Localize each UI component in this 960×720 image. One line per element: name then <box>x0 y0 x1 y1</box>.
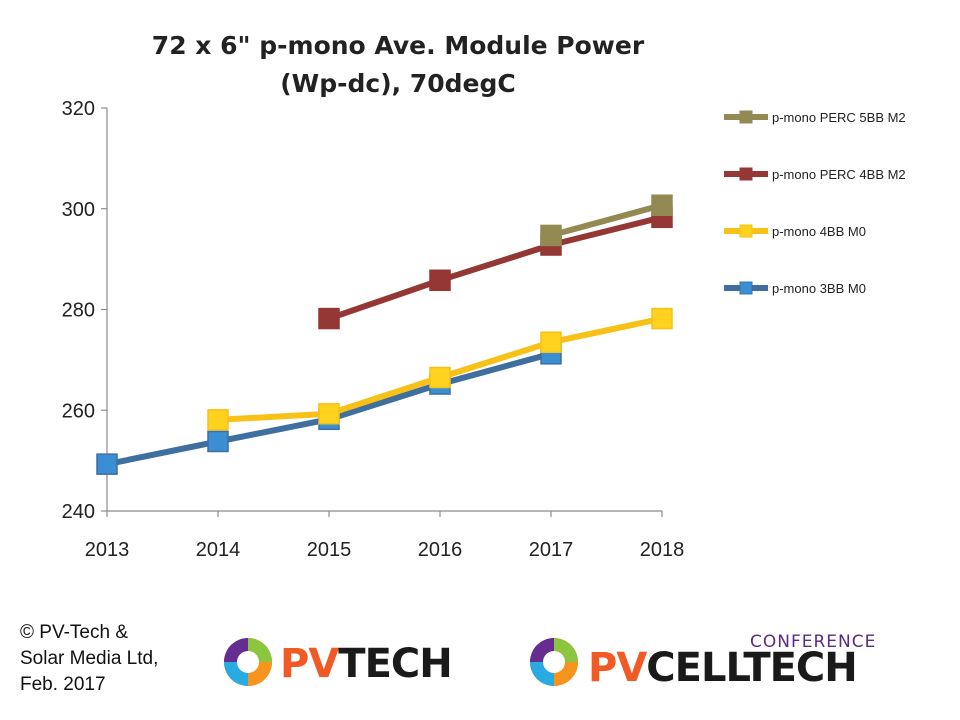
pvcelltech-logo-part1: PV <box>588 645 647 691</box>
x-tick-label: 2013 <box>85 539 130 561</box>
pvtech-logo-part2: TECH <box>338 641 452 687</box>
pvtech-logo-part1: PV <box>280 641 339 687</box>
x-tick-label: 2018 <box>640 539 685 561</box>
pvcelltech-logo-tag: CONFERENCE <box>750 632 877 652</box>
data-point <box>318 307 340 330</box>
data-point <box>207 430 229 453</box>
legend-swatch-marker <box>739 167 753 181</box>
y-tick-label: 320 <box>62 98 95 120</box>
data-point <box>429 366 451 389</box>
x-tick-label: 2017 <box>529 539 574 561</box>
data-point <box>207 409 229 431</box>
y-tick-label: 300 <box>62 199 95 221</box>
data-point <box>540 224 562 247</box>
series-p-mono-perc-4bb-m2 <box>318 206 673 330</box>
legend-swatch-marker <box>739 224 753 238</box>
series-p-mono-4bb-m0 <box>207 307 673 431</box>
x-tick-label: 2015 <box>307 539 352 561</box>
legend-swatch-marker <box>739 281 753 295</box>
y-tick-label: 260 <box>62 400 95 422</box>
legend-label: p-mono 3BB M0 <box>772 281 866 296</box>
legend-label: p-mono PERC 5BB M2 <box>772 110 906 125</box>
chart-title-line2: (Wp-dc), 70degC <box>280 69 516 98</box>
legend-item: p-mono PERC 5BB M2 <box>724 110 906 125</box>
data-point <box>429 269 451 292</box>
legend-item: p-mono PERC 4BB M2 <box>724 167 906 182</box>
data-point <box>318 403 340 425</box>
data-point <box>651 307 673 330</box>
copyright-line: Feb. 2017 <box>20 674 106 695</box>
legend-label: p-mono 4BB M0 <box>772 224 866 239</box>
data-point <box>540 331 562 353</box>
chart-title-line1: 72 x 6" p-mono Ave. Module Power <box>152 31 645 60</box>
legend-item: p-mono 3BB M0 <box>724 281 866 296</box>
line-chart: 72 x 6" p-mono Ave. Module Power (Wp-dc)… <box>62 31 906 561</box>
copyright-line: Solar Media Ltd, <box>20 648 159 669</box>
series-line <box>548 202 665 239</box>
copyright-notice: © PV-Tech & Solar Media Ltd, Feb. 2017 <box>20 620 220 698</box>
pvtech-logo: PVTECH <box>220 634 480 690</box>
series-layer <box>96 194 673 475</box>
legend-label: p-mono PERC 4BB M2 <box>772 167 906 182</box>
data-point <box>96 453 118 475</box>
y-tick-label: 280 <box>62 300 95 322</box>
pvcelltech-emblem-icon <box>530 638 578 686</box>
copyright-line: © PV-Tech & <box>20 622 128 643</box>
y-tick-label: 240 <box>62 501 95 523</box>
x-tick-label: 2016 <box>418 539 463 561</box>
series-line <box>326 214 665 322</box>
legend-item: p-mono 4BB M0 <box>724 224 866 239</box>
legend: p-mono PERC 5BB M2 p-mono PERC 4BB M2 p-mo… <box>724 110 906 296</box>
pvcelltech-logo: CONFERENCE PVCELLTECH <box>526 632 946 691</box>
pvcelltech-logo-part2: CELLTECH <box>646 645 857 691</box>
axes: 240 260 280 300 320 2013 2014 2015 2016 2017 2018 <box>62 98 685 561</box>
x-tick-label: 2014 <box>196 539 241 561</box>
data-point <box>651 194 673 216</box>
legend-swatch-marker <box>739 110 753 124</box>
series-p-mono-perc-5bb-m2 <box>540 194 673 247</box>
pvtech-emblem-icon <box>224 638 272 686</box>
